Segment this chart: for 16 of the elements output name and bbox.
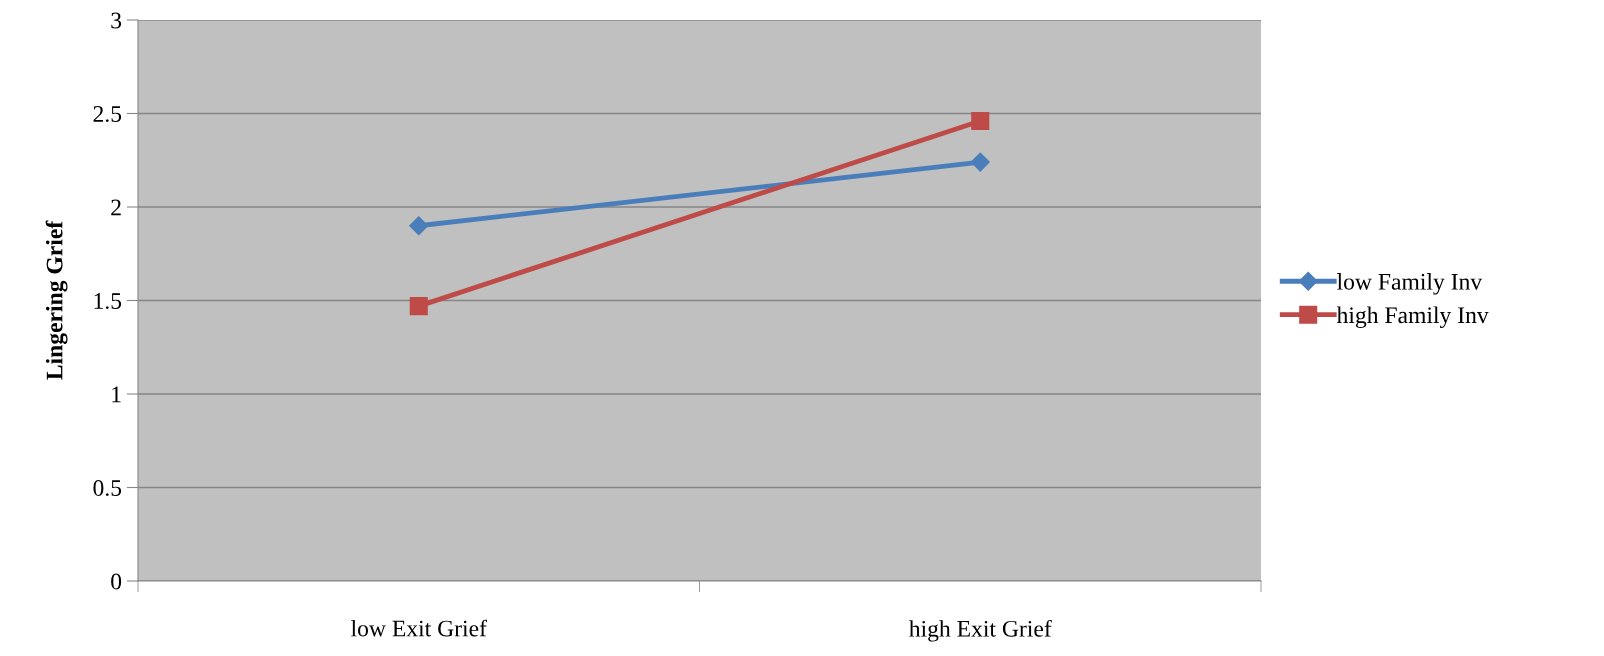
- legend-label: high Family Inv: [1336, 306, 1489, 329]
- y-tick-label: 1.5: [94, 293, 122, 310]
- y-tick-label: 0.5: [93, 479, 122, 497]
- y-tick-label: 2: [111, 199, 121, 216]
- y-tick-label: 0: [111, 573, 122, 590]
- point: [971, 111, 990, 131]
- legend-label: low Family Inv: [1337, 273, 1483, 295]
- y-tick-label: 1: [112, 386, 121, 403]
- y-tick-label: 2.5: [93, 106, 122, 123]
- point: [970, 152, 990, 172]
- point: [409, 297, 428, 316]
- y-tick-label: 3: [111, 12, 122, 29]
- x-tick-label: low Exit Grief: [351, 619, 487, 637]
- point: [409, 216, 429, 236]
- x-tick-label: high Exit Grief: [909, 619, 1052, 642]
- y-axis-title: Lingering Grief: [45, 220, 68, 380]
